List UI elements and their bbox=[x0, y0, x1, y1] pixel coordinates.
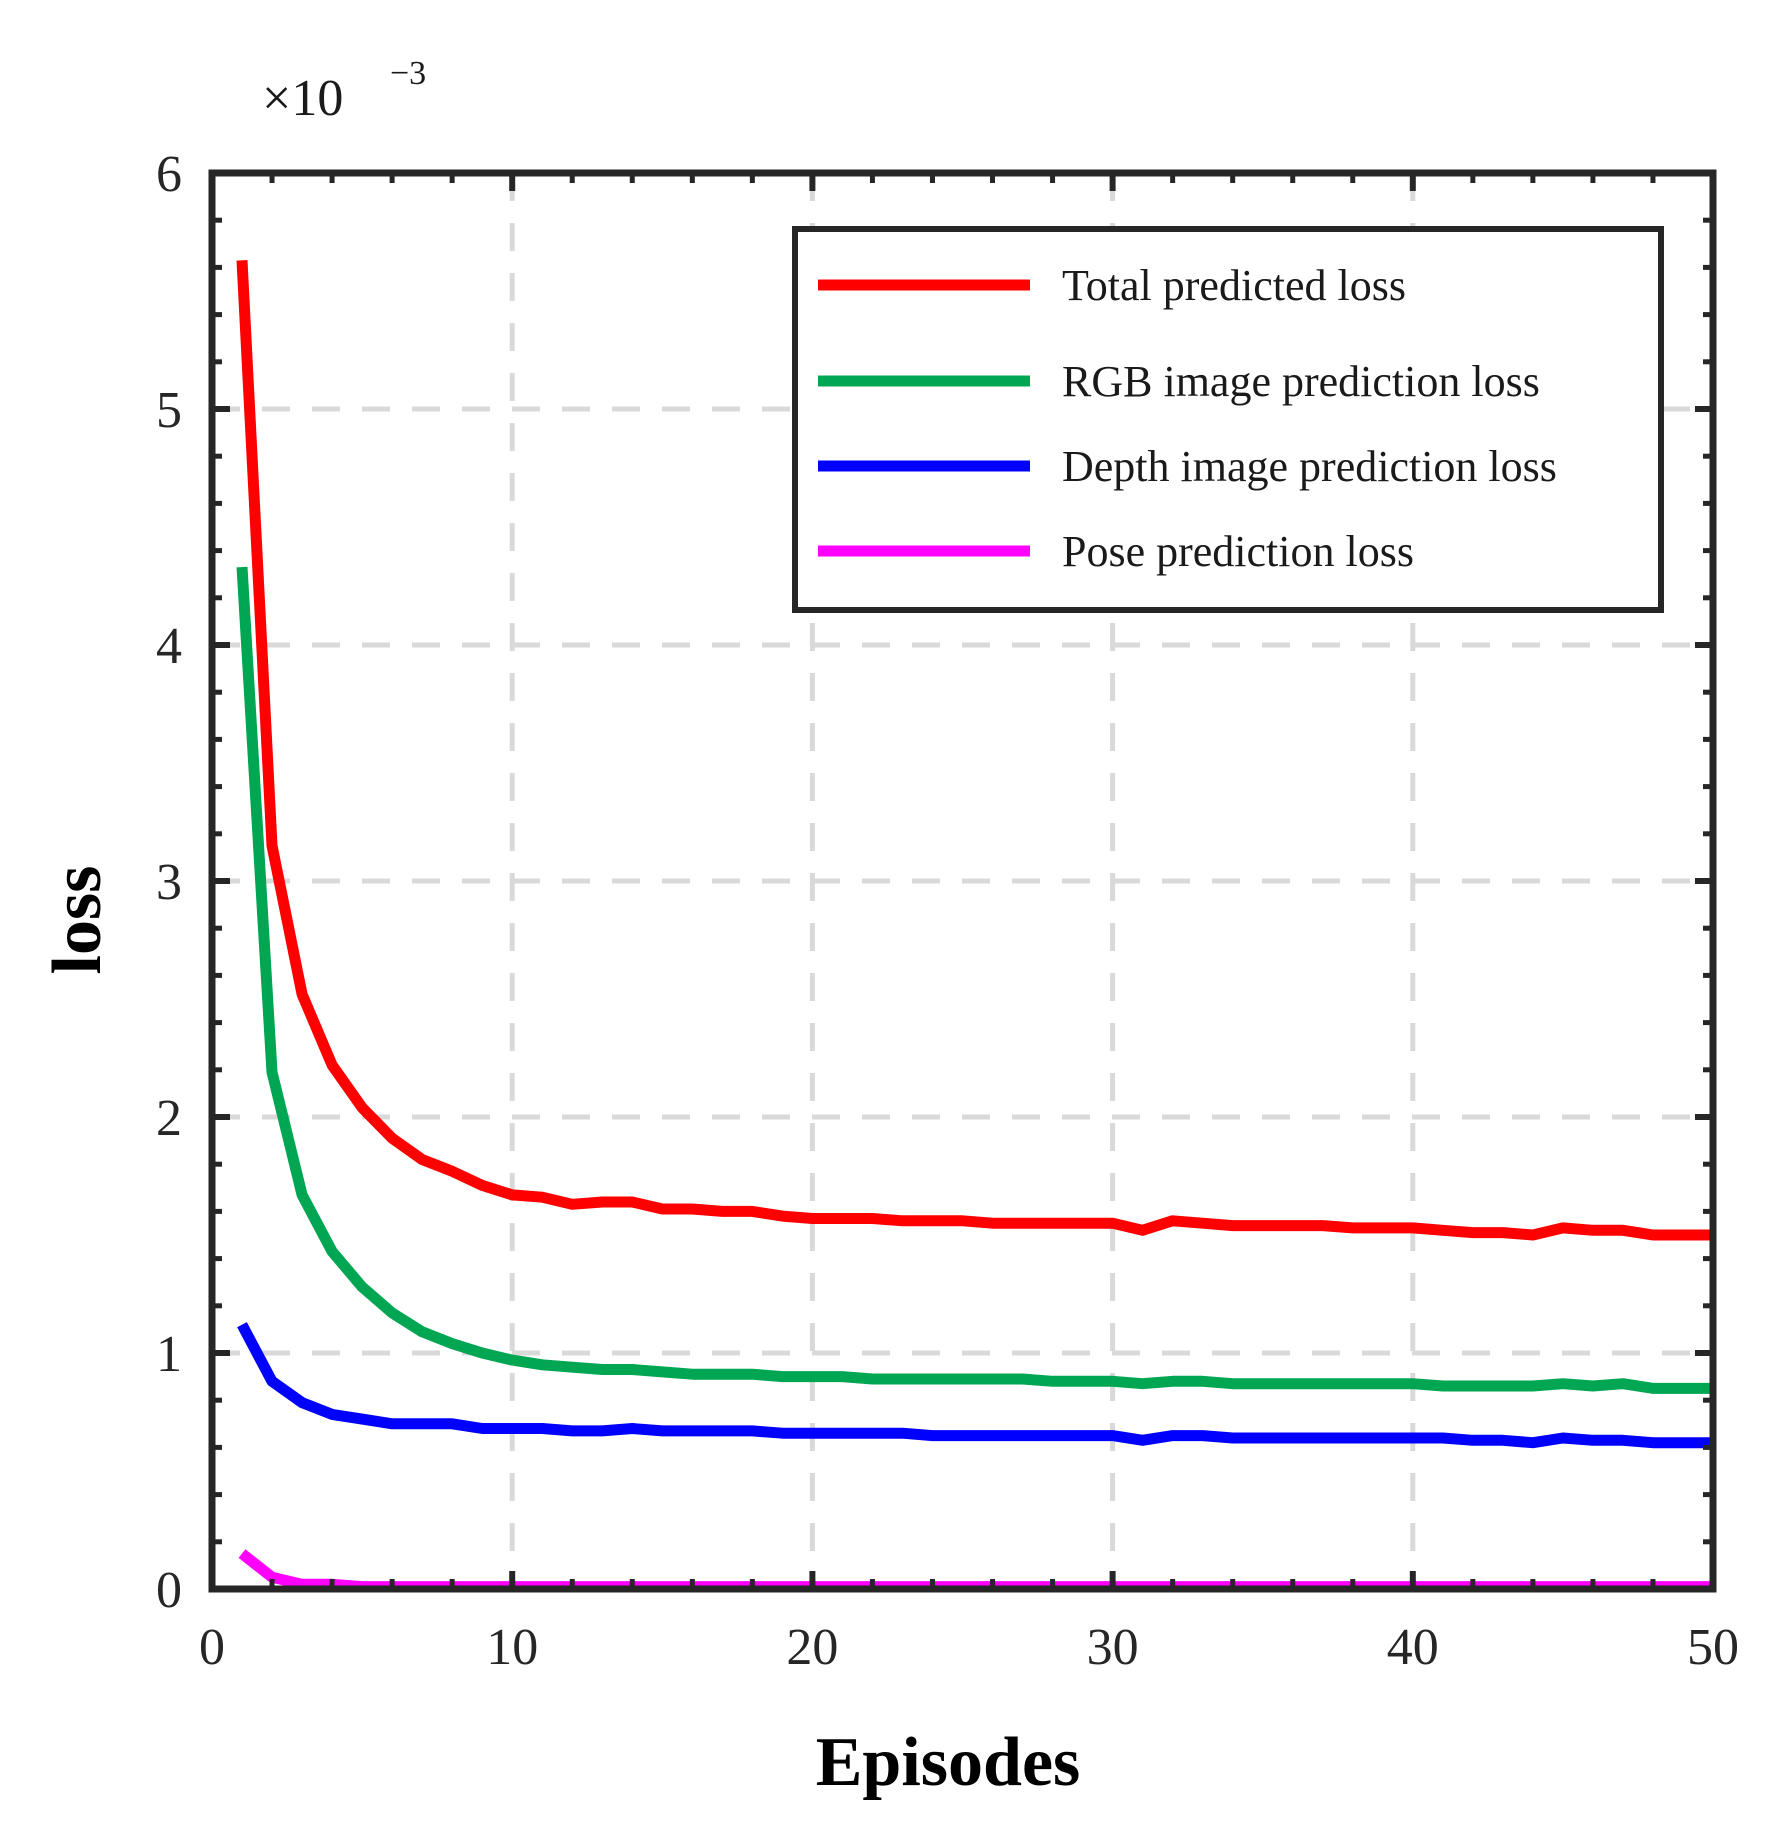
y-tick-label-5: 5 bbox=[156, 382, 182, 439]
legend-label-4: Pose prediction loss bbox=[1062, 527, 1414, 576]
x-tick-label-30: 30 bbox=[1087, 1619, 1139, 1676]
series-line-1 bbox=[236, 260, 1713, 1241]
y-tick-label-6: 6 bbox=[156, 146, 182, 203]
legend-label-2: RGB image prediction loss bbox=[1062, 357, 1540, 406]
y-scale-base: ×10 bbox=[262, 70, 343, 127]
tick-labels: 0 10 20 30 40 50 0 1 2 3 4 5 6 bbox=[156, 146, 1739, 1676]
series-line-4 bbox=[238, 1549, 1713, 1593]
x-tick-label-50: 50 bbox=[1687, 1619, 1739, 1676]
legend-label-3: Depth image prediction loss bbox=[1062, 442, 1557, 491]
legend-label-1: Total predicted loss bbox=[1062, 261, 1406, 310]
x-tick-label-20: 20 bbox=[786, 1619, 838, 1676]
x-tick-label-10: 10 bbox=[486, 1619, 538, 1676]
axes bbox=[208, 169, 1717, 1593]
y-tick-label-4: 4 bbox=[156, 618, 182, 675]
x-tick-label-40: 40 bbox=[1387, 1619, 1439, 1676]
y-axis-title: loss bbox=[39, 866, 116, 975]
y-tick-label-3: 3 bbox=[156, 854, 182, 911]
series-line-3 bbox=[237, 1322, 1713, 1449]
y-tick-label-0: 0 bbox=[156, 1562, 182, 1619]
y-tick-label-1: 1 bbox=[156, 1326, 182, 1383]
y-tick-label-2: 2 bbox=[156, 1090, 182, 1147]
x-tick-label-0: 0 bbox=[199, 1619, 225, 1676]
y-scale-multiplier: ×10 −3 bbox=[262, 55, 426, 127]
y-scale-exponent: −3 bbox=[390, 55, 426, 92]
series-line-2 bbox=[236, 566, 1713, 1394]
legend: Total predicted loss RGB image prediction… bbox=[792, 226, 1664, 613]
x-axis-title: Episodes bbox=[816, 1724, 1081, 1801]
